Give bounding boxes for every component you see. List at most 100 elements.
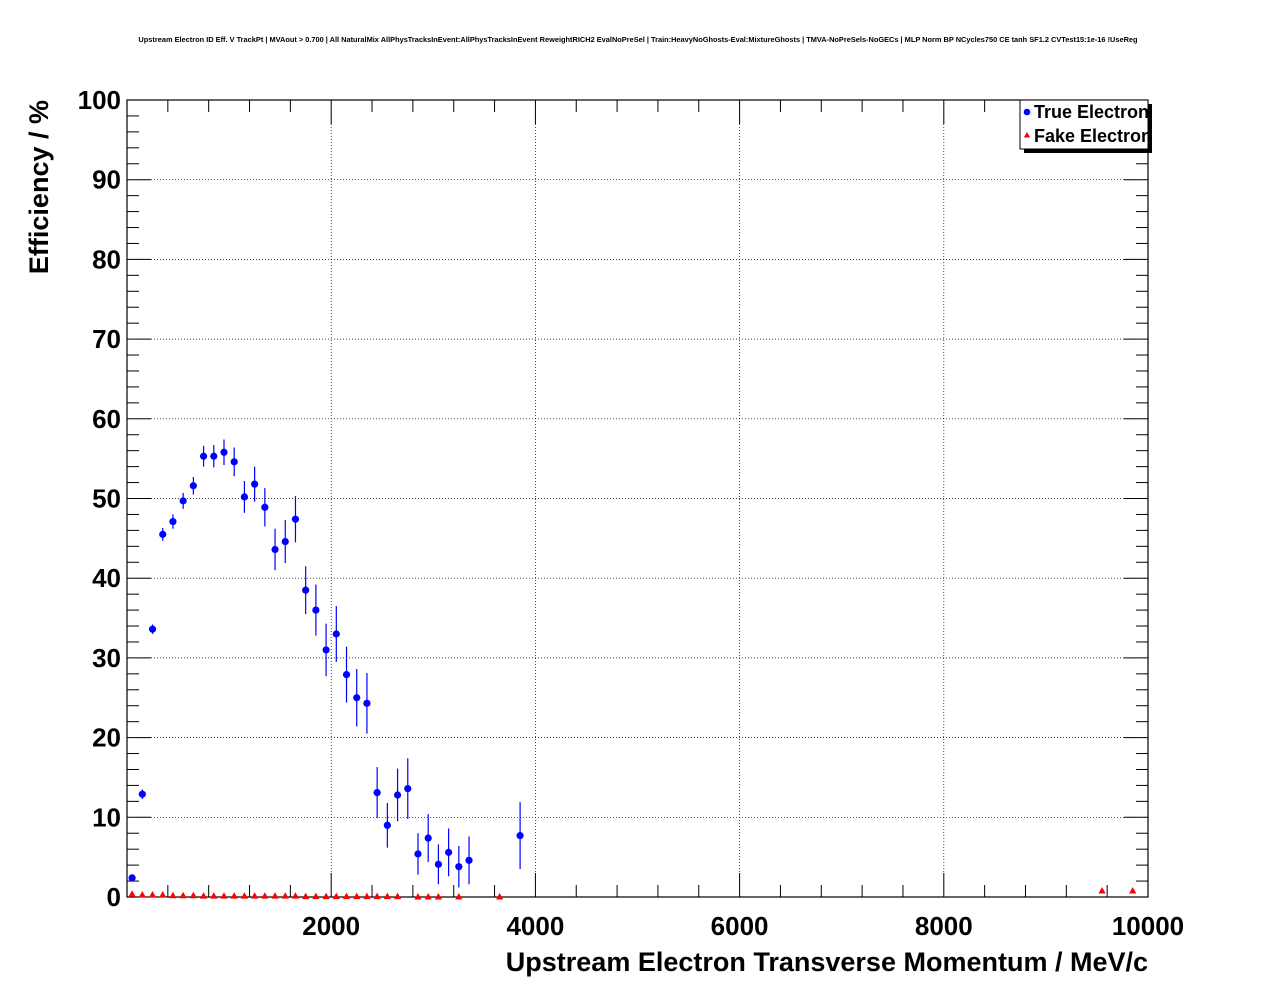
true-electron-point bbox=[210, 452, 218, 460]
fake-electron-point bbox=[383, 892, 391, 900]
legend-box bbox=[1019, 99, 1149, 150]
fake-electron-point bbox=[414, 893, 422, 900]
true-electron-point bbox=[516, 832, 524, 840]
true-electron-point bbox=[434, 860, 443, 868]
y-tick-label: 50 bbox=[92, 484, 121, 514]
true-electron-point bbox=[189, 482, 197, 490]
x-tick-label: 2000 bbox=[302, 911, 360, 941]
x-tick-label: 8000 bbox=[915, 911, 973, 941]
true-electron-point bbox=[363, 699, 371, 707]
fake-electron-point bbox=[291, 892, 300, 899]
true-electron-point bbox=[353, 694, 361, 702]
x-tick-label: 10000 bbox=[1112, 911, 1184, 941]
fake-electron-point bbox=[1098, 887, 1106, 894]
true-electron-point bbox=[271, 545, 279, 554]
legend-true-electron-marker bbox=[1023, 108, 1031, 116]
true-electron-point bbox=[404, 785, 412, 793]
y-tick-label: 60 bbox=[92, 404, 121, 434]
true-electron-point bbox=[230, 458, 238, 466]
legend-fake-electron-marker bbox=[1023, 132, 1031, 138]
true-electron-point bbox=[159, 530, 167, 538]
fake-electron-point bbox=[210, 892, 218, 899]
true-electron-point bbox=[251, 480, 259, 488]
fake-electron-point bbox=[302, 892, 310, 900]
y-tick-label: 40 bbox=[92, 563, 121, 593]
true-electron-point bbox=[342, 671, 351, 679]
x-axis-title: Upstream Electron Transverse Momentum / … bbox=[506, 947, 1148, 977]
true-electron-point bbox=[240, 493, 249, 501]
fake-electron-point bbox=[179, 891, 187, 899]
fake-electron-point bbox=[261, 892, 269, 899]
fake-electron-point bbox=[159, 891, 167, 898]
data-points bbox=[128, 439, 1137, 900]
true-electron-point bbox=[261, 503, 269, 511]
legend: True Electron Fake Electron bbox=[1019, 99, 1152, 153]
true-electron-point bbox=[291, 515, 300, 523]
true-electron-point bbox=[383, 821, 391, 829]
fake-electron-point bbox=[281, 892, 289, 899]
y-tick-label: 90 bbox=[92, 165, 121, 195]
true-electron-point bbox=[373, 788, 381, 797]
true-electron-point bbox=[465, 856, 473, 864]
fake-electron-point bbox=[455, 893, 463, 900]
y-tick-label: 100 bbox=[78, 85, 121, 115]
true-electron-point bbox=[322, 646, 330, 654]
true-electron-point bbox=[414, 850, 422, 858]
true-electron-point bbox=[332, 630, 340, 638]
legend-true-electron-label: True Electron bbox=[1034, 102, 1149, 122]
fake-electron-point bbox=[271, 892, 279, 899]
fake-electron-point bbox=[322, 892, 330, 900]
fake-electron-point bbox=[373, 892, 381, 900]
y-tick-label: 10 bbox=[92, 802, 121, 832]
x-tick-label: 4000 bbox=[506, 911, 564, 941]
fake-electron-point bbox=[148, 891, 157, 898]
fake-electron-point bbox=[353, 892, 361, 900]
y-tick-labels: 0 10 20 30 40 50 60 70 80 90 100 bbox=[78, 85, 121, 912]
true-electron-point bbox=[393, 791, 402, 799]
plot-frame bbox=[126, 99, 1149, 898]
grid-lines bbox=[127, 100, 1148, 897]
fake-electron-point bbox=[199, 892, 208, 899]
fake-electron-point bbox=[496, 893, 504, 900]
true-electron-point bbox=[199, 452, 208, 460]
true-electron-point bbox=[138, 790, 146, 798]
true-electron-point bbox=[128, 874, 136, 882]
y-tick-label: 80 bbox=[92, 244, 121, 274]
x-tick-labels: 2000 4000 6000 8000 10000 bbox=[302, 911, 1184, 941]
true-electron-point bbox=[455, 863, 463, 871]
y-axis-title: Efficiency / % bbox=[24, 100, 54, 274]
x-tick-label: 6000 bbox=[711, 911, 769, 941]
fake-electron-point bbox=[251, 892, 259, 899]
y-tick-label: 30 bbox=[92, 643, 121, 673]
true-electron-point bbox=[179, 497, 187, 505]
true-electron-point bbox=[148, 625, 157, 633]
fake-electron-point bbox=[169, 891, 177, 899]
fake-electron-point bbox=[128, 890, 136, 897]
fake-electron-point bbox=[189, 891, 197, 899]
true-electron-point bbox=[281, 537, 289, 546]
fake-electron-point bbox=[240, 892, 249, 899]
fake-electron-point bbox=[332, 892, 340, 900]
y-tick-label: 20 bbox=[92, 723, 121, 753]
legend-fake-electron-label: Fake Electron bbox=[1034, 126, 1152, 146]
true-electron-point bbox=[424, 834, 432, 842]
fake-electron-point bbox=[312, 892, 320, 900]
true-electron-point bbox=[169, 518, 177, 526]
chart-title: Upstream Electron ID Eff. V TrackPt | MV… bbox=[138, 35, 1138, 44]
y-tick-label: 70 bbox=[92, 324, 121, 354]
fake-electron-point bbox=[393, 892, 402, 900]
fake-electron-point bbox=[220, 892, 228, 899]
fake-electron-point bbox=[1129, 887, 1137, 894]
true-electron-point bbox=[302, 586, 310, 594]
fake-electron-point bbox=[363, 892, 371, 900]
fake-electron-point bbox=[424, 893, 432, 900]
fake-electron-point bbox=[434, 893, 443, 900]
fake-electron-point bbox=[230, 892, 238, 899]
true-electron-point bbox=[445, 848, 453, 856]
true-electron-point bbox=[220, 448, 228, 456]
y-tick-label: 0 bbox=[107, 882, 121, 912]
true-electron-point bbox=[312, 606, 320, 614]
fake-electron-point bbox=[138, 891, 146, 898]
